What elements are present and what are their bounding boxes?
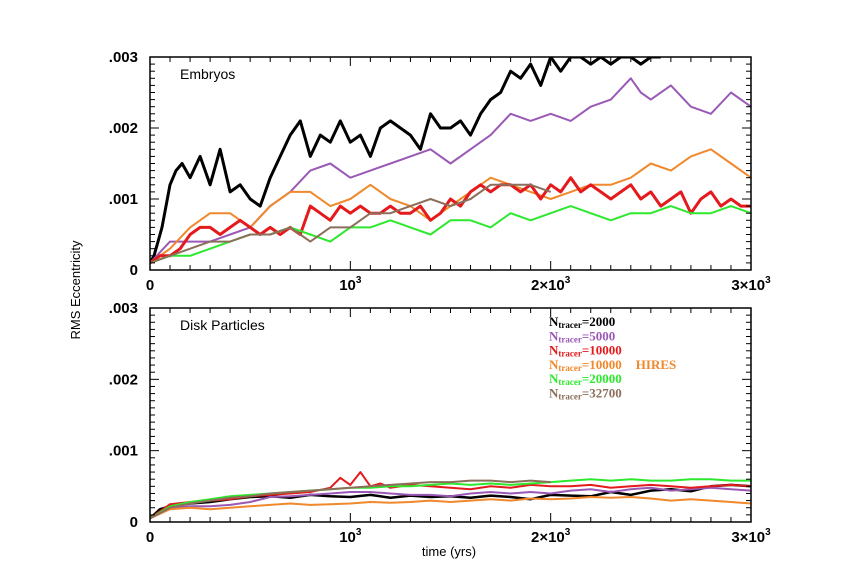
x-tick-label: 103 [339,527,362,546]
x-tick-label: 3×103 [731,527,771,546]
x-tick-label: 2×103 [531,527,571,546]
series-line-3 [150,497,751,518]
panel-label: Embryos [180,66,235,82]
y-tick-label: .002 [109,371,138,388]
y-tick-label: .001 [109,191,138,208]
y-tick-label: .001 [109,443,138,460]
x-tick-label: 0 [146,529,154,546]
y-tick-label: .002 [109,120,138,137]
series-line-0 [150,57,661,263]
legend: Ntracer=2000Ntracer=5000Ntracer=10000Ntr… [549,314,676,402]
series-line-1 [150,78,751,263]
y-tick-label: .003 [109,300,138,317]
panel-label: Disk Particles [180,317,265,333]
series-line-4 [150,206,751,263]
y-tick-label: .003 [109,49,138,66]
y-tick-label: 0 [130,262,138,279]
disk-particles-panel: 0 103 2×103 3×103 0 .001 .002 .003 Disk Particle… [109,300,771,546]
series-group [150,57,751,263]
x-tick-label: 0 [146,277,154,294]
x-axis-label: time (yrs) [422,544,476,559]
y-axis-label: RMS Eccentricity [68,240,83,339]
series-line-5 [150,185,551,263]
x-tick-label: 2×103 [531,275,571,294]
x-tick-label: 103 [339,275,362,294]
series-group [150,472,751,518]
legend-entry: Ntracer=32700 [549,386,622,402]
embryos-panel: 0 103 2×103 3×103 0 .001 .002 .003 Embryos [109,49,771,294]
y-tick-label: 0 [130,514,138,531]
series-line-1 [150,488,751,519]
x-tick-label: 3×103 [731,275,771,294]
